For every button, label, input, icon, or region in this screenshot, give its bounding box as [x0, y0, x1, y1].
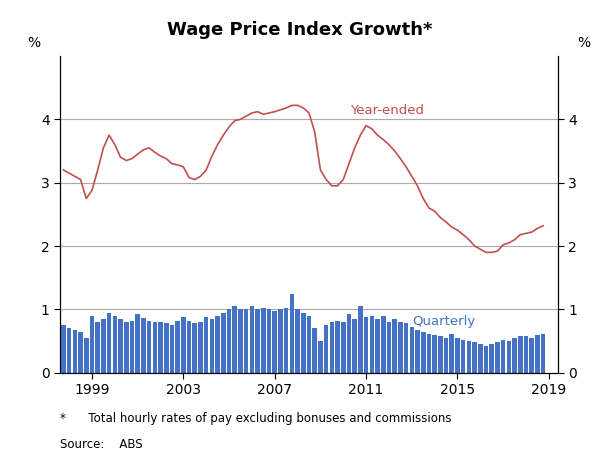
Bar: [375, 319, 380, 373]
Bar: [364, 317, 368, 373]
Bar: [89, 316, 94, 373]
Bar: [147, 321, 151, 373]
Bar: [404, 323, 409, 373]
Bar: [124, 322, 128, 373]
Bar: [478, 344, 482, 373]
Bar: [501, 340, 505, 373]
Bar: [250, 306, 254, 373]
Bar: [113, 316, 117, 373]
Bar: [118, 319, 123, 373]
Bar: [152, 322, 157, 373]
Bar: [307, 316, 311, 373]
Bar: [238, 309, 243, 373]
Bar: [398, 322, 403, 373]
Text: Quarterly: Quarterly: [412, 315, 475, 328]
Bar: [158, 322, 163, 373]
Bar: [136, 315, 140, 373]
Bar: [215, 316, 220, 373]
Bar: [438, 336, 443, 373]
Bar: [284, 308, 289, 373]
Bar: [392, 319, 397, 373]
Bar: [506, 341, 511, 373]
Bar: [256, 309, 260, 373]
Bar: [78, 332, 83, 373]
Bar: [381, 316, 386, 373]
Bar: [427, 334, 431, 373]
Bar: [324, 325, 328, 373]
Bar: [352, 319, 357, 373]
Bar: [295, 309, 300, 373]
Bar: [67, 329, 71, 373]
Bar: [386, 322, 391, 373]
Bar: [301, 313, 305, 373]
Bar: [461, 340, 466, 373]
Bar: [84, 338, 89, 373]
Bar: [370, 316, 374, 373]
Bar: [472, 343, 477, 373]
Bar: [107, 313, 112, 373]
Bar: [541, 334, 545, 373]
Bar: [335, 321, 340, 373]
Bar: [449, 334, 454, 373]
Bar: [272, 311, 277, 373]
Bar: [278, 309, 283, 373]
Bar: [313, 329, 317, 373]
Bar: [347, 315, 351, 373]
Bar: [130, 321, 134, 373]
Bar: [170, 325, 174, 373]
Bar: [358, 306, 362, 373]
Bar: [187, 321, 191, 373]
Bar: [467, 341, 471, 373]
Bar: [209, 319, 214, 373]
Text: Year-ended: Year-ended: [350, 104, 424, 117]
Text: *      Total hourly rates of pay excluding bonuses and commissions: * Total hourly rates of pay excluding bo…: [60, 412, 452, 425]
Bar: [181, 317, 185, 373]
Bar: [204, 317, 208, 373]
Bar: [455, 338, 460, 373]
Bar: [433, 335, 437, 373]
Bar: [484, 346, 488, 373]
Bar: [329, 322, 334, 373]
Bar: [415, 330, 420, 373]
Bar: [261, 308, 266, 373]
Bar: [421, 332, 425, 373]
Bar: [512, 338, 517, 373]
Bar: [227, 309, 232, 373]
Bar: [267, 309, 271, 373]
Bar: [193, 323, 197, 373]
Bar: [495, 343, 500, 373]
Bar: [410, 327, 414, 373]
Bar: [244, 309, 248, 373]
Text: %: %: [577, 35, 590, 49]
Bar: [318, 341, 323, 373]
Bar: [61, 325, 66, 373]
Bar: [221, 313, 226, 373]
Bar: [73, 330, 77, 373]
Bar: [175, 321, 180, 373]
Bar: [101, 319, 106, 373]
Bar: [490, 344, 494, 373]
Text: Wage Price Index Growth*: Wage Price Index Growth*: [167, 21, 433, 39]
Bar: [535, 335, 540, 373]
Bar: [524, 336, 529, 373]
Bar: [198, 322, 203, 373]
Bar: [341, 322, 346, 373]
Bar: [529, 338, 534, 373]
Bar: [141, 318, 146, 373]
Bar: [444, 338, 448, 373]
Text: %: %: [28, 35, 41, 49]
Bar: [164, 323, 169, 373]
Bar: [518, 336, 523, 373]
Bar: [95, 322, 100, 373]
Bar: [232, 306, 237, 373]
Bar: [290, 294, 294, 373]
Text: Source:    ABS: Source: ABS: [60, 438, 143, 451]
